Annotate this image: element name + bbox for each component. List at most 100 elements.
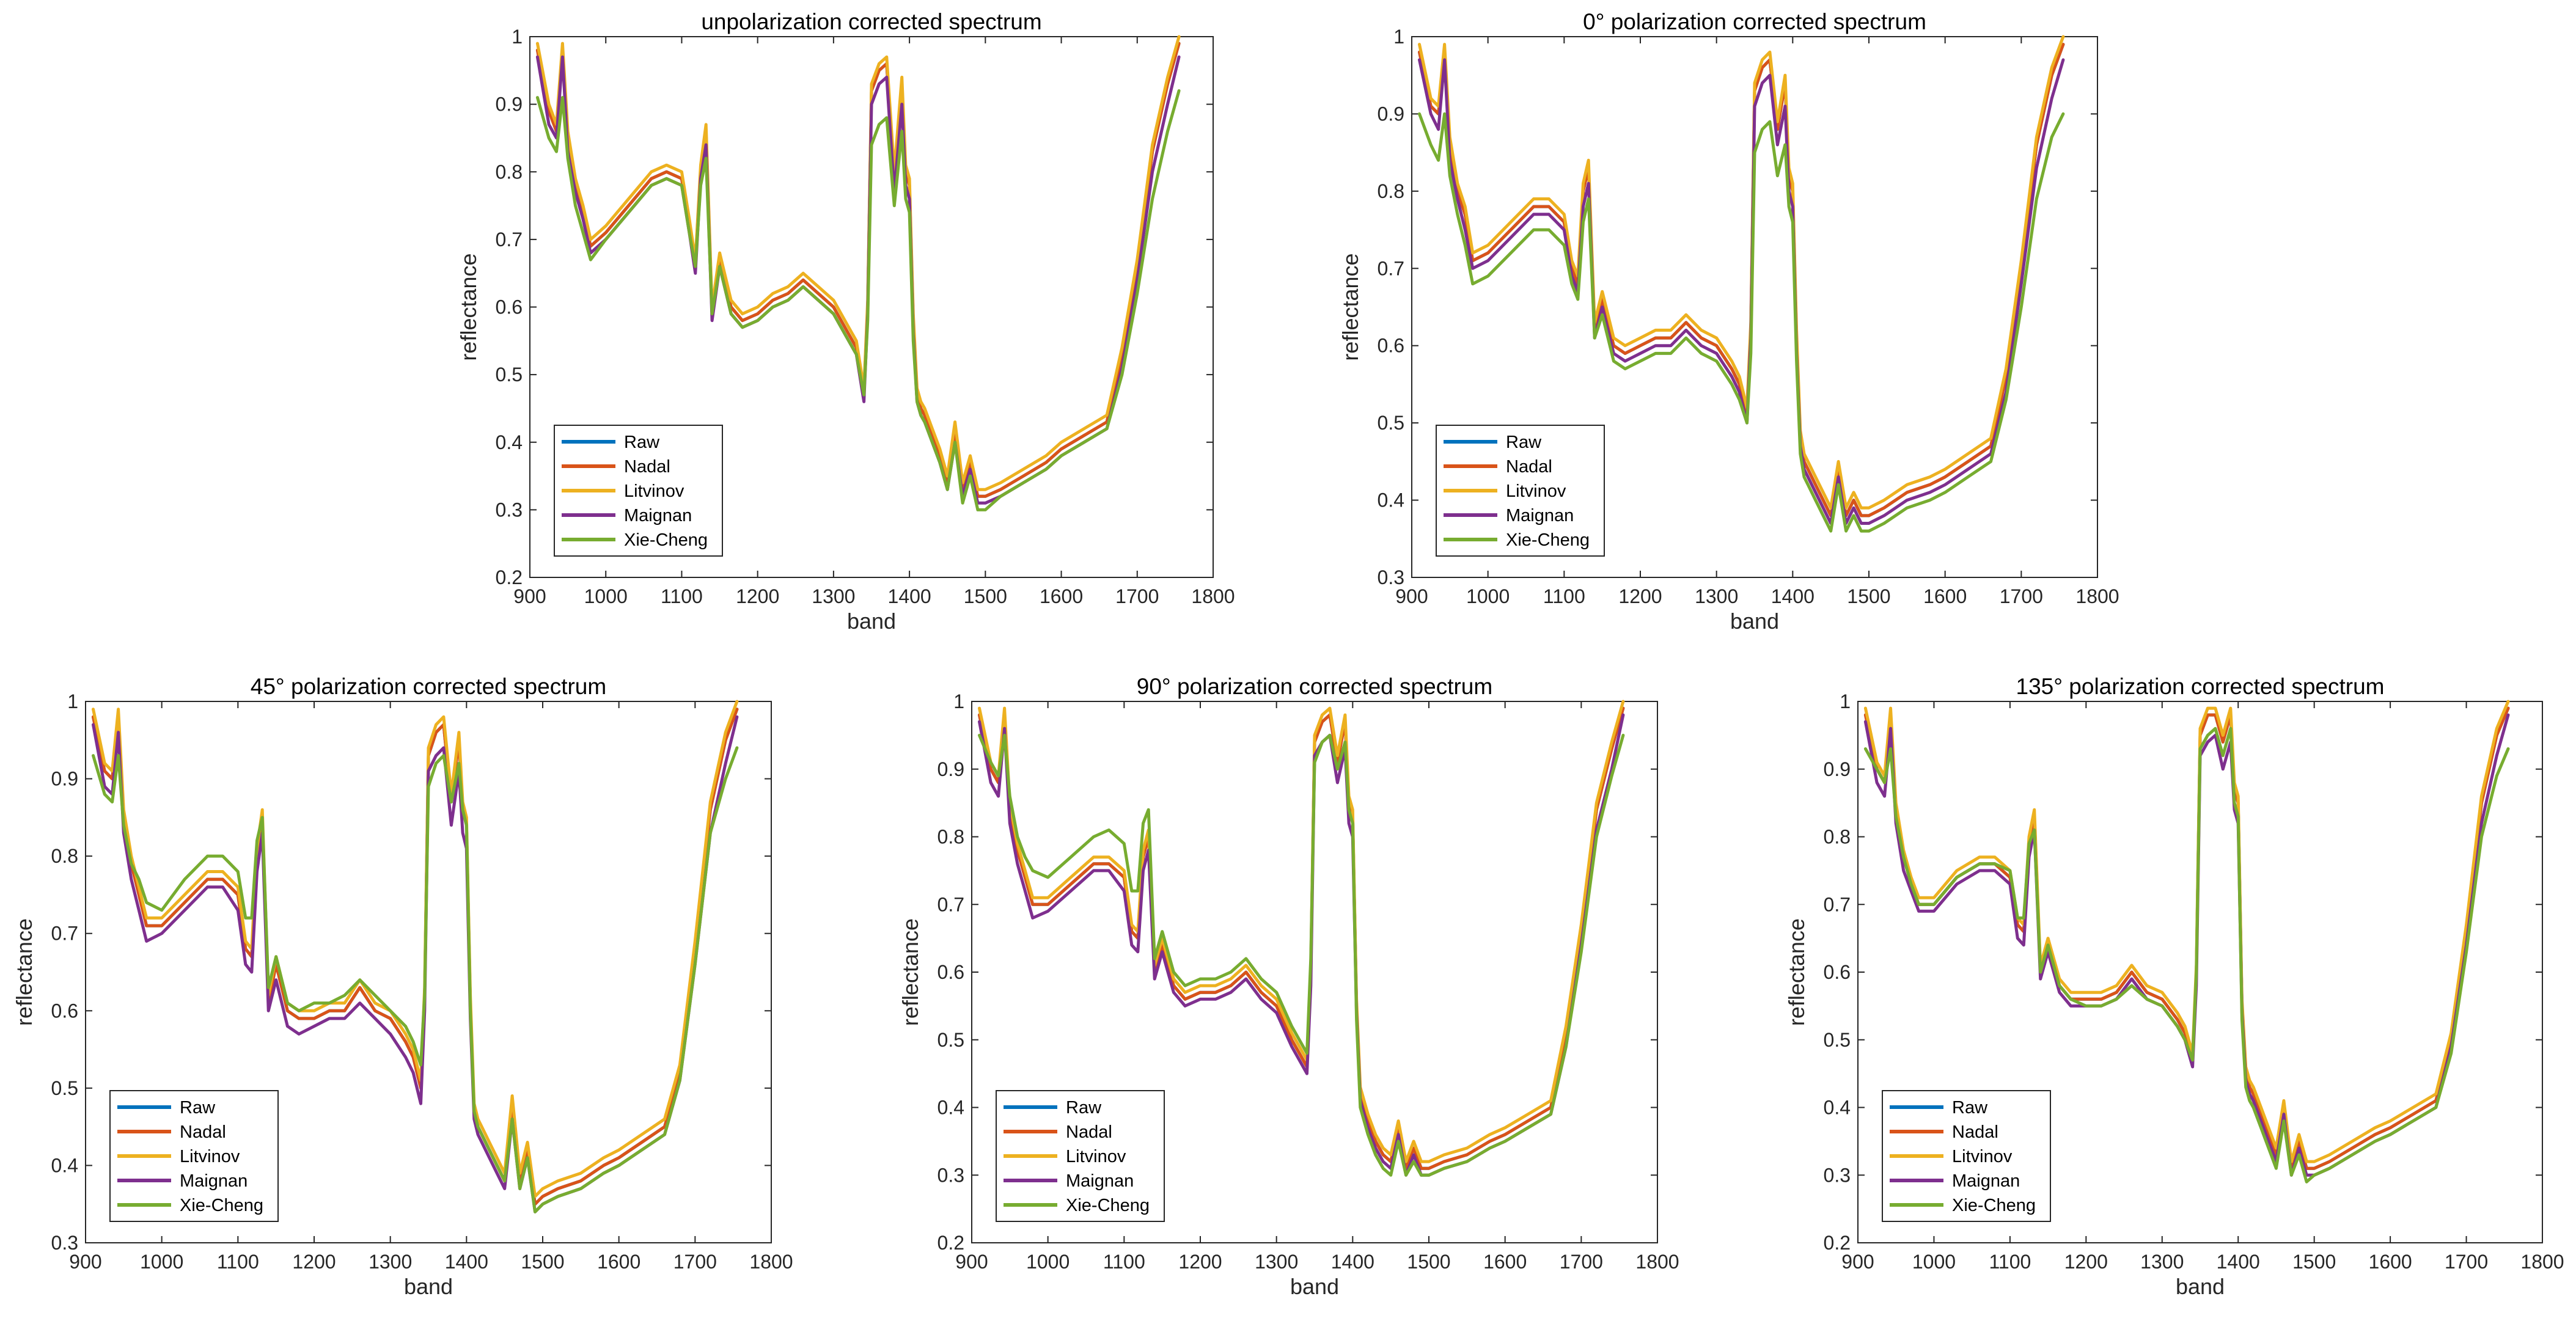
- c0-xtick-label: 1500: [964, 585, 1007, 607]
- c1-xtick-label: 1800: [2075, 585, 2119, 607]
- c4-xtick-label: 1400: [2217, 1251, 2260, 1273]
- c0-ytick-label: 0.3: [496, 499, 523, 521]
- c0-ytick-label: 1: [512, 26, 523, 48]
- c0-legend-label: Xie-Cheng: [624, 530, 708, 550]
- c0-legend-label: Litvinov: [624, 481, 684, 501]
- c2-title: 45° polarization corrected spectrum: [251, 674, 606, 699]
- c4-xtick-label: 1300: [2140, 1251, 2184, 1273]
- c1-xtick-label: 900: [1395, 585, 1428, 607]
- c3-legend-label: Xie-Cheng: [1066, 1196, 1150, 1215]
- c1-xtick-label: 1000: [1466, 585, 1510, 607]
- c0-xtick-label: 1300: [812, 585, 855, 607]
- chart-45-deg: 900 1000 1100 1200 1300 1400 1500 1600 1700 1800 0…: [12, 674, 793, 1299]
- c3-series-line-xie-cheng: [978, 733, 1625, 1177]
- c2-xtick-label: 1300: [369, 1251, 412, 1273]
- chart-135-deg: 900 1000 1100 1200 1300 1400 1500 1600 1700 1800 0…: [1784, 674, 2564, 1299]
- c3-ytick-label: 0.3: [938, 1164, 964, 1186]
- c4-ytick-label: 0.3: [1824, 1164, 1851, 1186]
- c4-xtick-label: 1500: [2292, 1251, 2336, 1273]
- c4-ytick-label: 1: [1840, 690, 1851, 712]
- c0-xtick-label: 1800: [1191, 585, 1235, 607]
- c3-ytick-label: 1: [953, 690, 964, 712]
- c1-series-line-xie-cheng: [1418, 112, 2065, 533]
- c1-xlabel: band: [1730, 609, 1779, 634]
- c4-xtick-label: 1200: [2064, 1251, 2108, 1273]
- c2-xtick-label: 1600: [597, 1251, 640, 1273]
- c4-xlabel: band: [2176, 1274, 2225, 1299]
- c2-legend-label: Litvinov: [180, 1147, 240, 1166]
- c4-xtick-label: 900: [1841, 1251, 1874, 1273]
- c1-legend-label: Xie-Cheng: [1506, 530, 1590, 550]
- c4-xtick-label: 1800: [2520, 1251, 2564, 1273]
- c3-xtick-label: 900: [955, 1251, 988, 1273]
- c4-legend-label: Maignan: [1952, 1171, 2020, 1191]
- c2-legend-label: Maignan: [180, 1171, 248, 1191]
- c0-legend-label: Nadal: [624, 457, 670, 477]
- c3-xtick-label: 1300: [1255, 1251, 1298, 1273]
- c1-legend-label: Nadal: [1506, 457, 1552, 477]
- c2-xtick-label: 1200: [292, 1251, 336, 1273]
- c1-xtick-label: 1500: [1847, 585, 1890, 607]
- c0-title: unpolarization corrected spectrum: [701, 9, 1041, 34]
- chart-0-deg: 900 1000 1100 1200 1300 1400 1500 1600 1700 1800 0…: [1338, 9, 2119, 634]
- c1-ytick-label: 0.9: [1378, 103, 1404, 125]
- c1-ytick-label: 0.6: [1378, 335, 1404, 357]
- c0-xtick-label: 1400: [888, 585, 931, 607]
- c3-legend-label: Maignan: [1066, 1171, 1134, 1191]
- c2-ytick-label: 0.8: [51, 845, 78, 867]
- c0-ytick-label: 0.5: [496, 364, 523, 386]
- c1-ytick-label: 0.3: [1378, 566, 1404, 588]
- c1-ytick-label: 0.4: [1378, 489, 1404, 511]
- c0-ytick-label: 0.9: [496, 93, 523, 115]
- c1-legend-label: Maignan: [1506, 506, 1574, 525]
- c1-ytick-label: 0.8: [1378, 180, 1404, 202]
- c1-xtick-label: 1200: [1618, 585, 1662, 607]
- c3-xtick-label: 1800: [1635, 1251, 1679, 1273]
- c0-xtick-label: 1200: [736, 585, 779, 607]
- c1-xtick-label: 1600: [1923, 585, 1967, 607]
- c1-ytick-label: 0.5: [1378, 412, 1404, 434]
- c4-series-line-xie-cheng: [1863, 726, 2510, 1184]
- c3-title: 90° polarization corrected spectrum: [1137, 674, 1492, 699]
- c2-legend-label: Nadal: [180, 1122, 226, 1142]
- c4-ytick-label: 0.4: [1824, 1097, 1851, 1119]
- c4-ytick-label: 0.2: [1824, 1232, 1851, 1254]
- c1-xtick-label: 1100: [1543, 585, 1585, 607]
- c3-xtick-label: 1400: [1331, 1251, 1374, 1273]
- c0-legend-label: Raw: [624, 433, 660, 452]
- c3-ytick-label: 0.6: [938, 961, 964, 983]
- c2-xtick-label: 1800: [749, 1251, 793, 1273]
- c2-ytick-label: 0.5: [51, 1077, 78, 1099]
- c0-ytick-label: 0.8: [496, 161, 523, 183]
- c2-ylabel: reflectance: [12, 918, 37, 1026]
- c4-ytick-label: 0.5: [1824, 1029, 1851, 1051]
- c3-legend-label: Nadal: [1066, 1122, 1112, 1142]
- c2-ytick-label: 0.7: [51, 923, 78, 945]
- c4-ytick-label: 0.8: [1824, 826, 1851, 848]
- c3-legend-label: Litvinov: [1066, 1147, 1126, 1166]
- c2-xtick-label: 900: [69, 1251, 101, 1273]
- c0-xtick-label: 1600: [1040, 585, 1083, 607]
- c2-ytick-label: 0.3: [51, 1232, 78, 1254]
- c3-ytick-label: 0.5: [938, 1029, 964, 1051]
- c3-ytick-label: 0.4: [938, 1097, 964, 1119]
- c0-ytick-label: 0.7: [496, 229, 523, 251]
- c0-ylabel: reflectance: [456, 253, 481, 360]
- c2-legend-label: Raw: [180, 1098, 216, 1118]
- c0-xtick-label: 1700: [1115, 585, 1159, 607]
- c0-ytick-label: 0.2: [496, 566, 523, 588]
- c3-ylabel: reflectance: [898, 918, 923, 1026]
- c0-xtick-label: 1000: [584, 585, 628, 607]
- c4-xtick-label: 1000: [1912, 1251, 1956, 1273]
- c0-xlabel: band: [847, 609, 896, 634]
- c3-xtick-label: 1500: [1407, 1251, 1450, 1273]
- c0-legend-label: Maignan: [624, 506, 692, 525]
- c3-ytick-label: 0.8: [938, 826, 964, 848]
- c3-xtick-label: 1200: [1178, 1251, 1222, 1273]
- c0-series-line-xie-cheng: [535, 89, 1181, 511]
- c0-ytick-label: 0.6: [496, 296, 523, 318]
- c1-legend-label: Litvinov: [1506, 481, 1566, 501]
- c2-xtick-label: 1100: [217, 1251, 259, 1273]
- c3-ytick-label: 0.9: [938, 758, 964, 780]
- chart-90-deg: 900 1000 1100 1200 1300 1400 1500 1600 1700 1800 0…: [898, 674, 1679, 1299]
